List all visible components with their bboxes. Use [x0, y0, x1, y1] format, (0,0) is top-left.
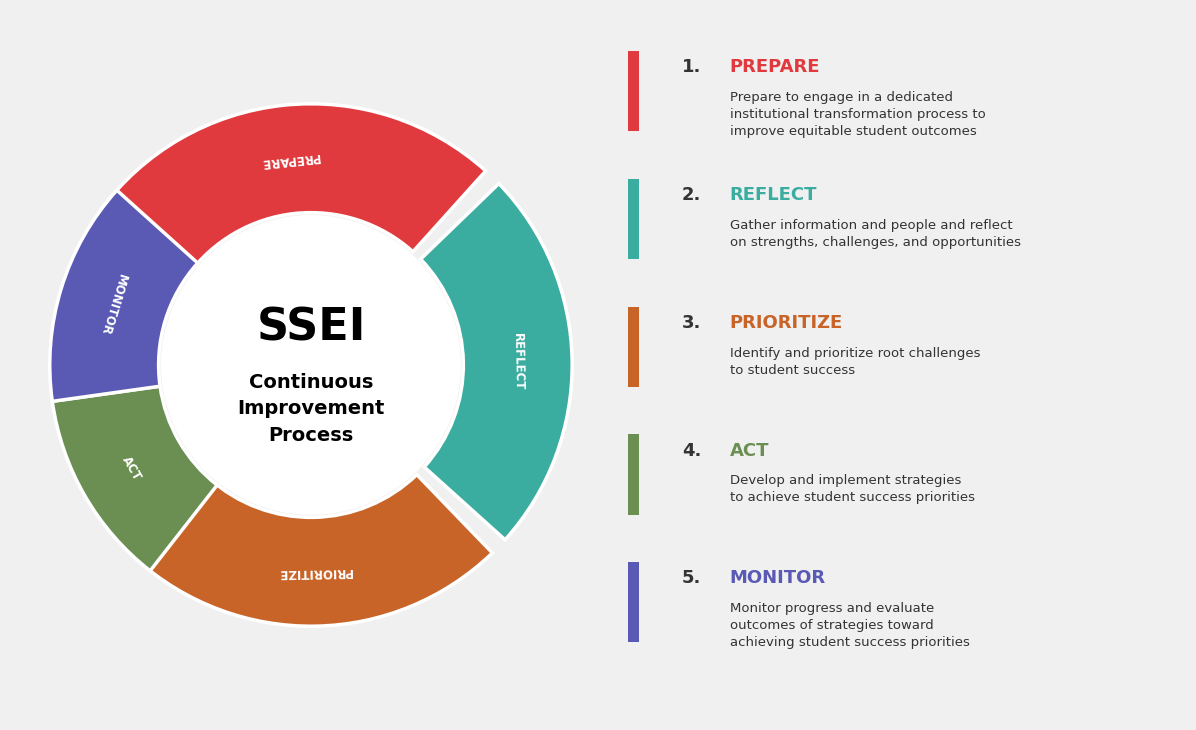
- Wedge shape: [99, 104, 486, 275]
- Text: PRIORITIZE: PRIORITIZE: [277, 564, 352, 579]
- Text: MONITOR: MONITOR: [730, 569, 825, 588]
- Text: Develop and implement strategies
to achieve student success priorities: Develop and implement strategies to achi…: [730, 474, 975, 504]
- Text: 5.: 5.: [682, 569, 701, 588]
- Text: PRIORITIZE: PRIORITIZE: [730, 314, 843, 332]
- FancyBboxPatch shape: [628, 179, 639, 259]
- Text: REFLECT: REFLECT: [511, 333, 525, 391]
- Text: Identify and prioritize root challenges
to student success: Identify and prioritize root challenges …: [730, 347, 980, 377]
- Text: 4.: 4.: [682, 442, 701, 460]
- Text: ACT: ACT: [120, 454, 144, 483]
- Text: PREPARE: PREPARE: [260, 150, 319, 169]
- Wedge shape: [136, 474, 493, 626]
- FancyBboxPatch shape: [628, 562, 639, 642]
- Text: PREPARE: PREPARE: [730, 58, 820, 77]
- Text: Prepare to engage in a dedicated
institutional transformation process to
improve: Prepare to engage in a dedicated institu…: [730, 91, 986, 138]
- Text: ACT: ACT: [730, 442, 769, 460]
- Text: 1.: 1.: [682, 58, 701, 77]
- FancyBboxPatch shape: [628, 307, 639, 387]
- Wedge shape: [421, 183, 572, 539]
- Text: SSEI: SSEI: [256, 306, 366, 349]
- Text: Monitor progress and evaluate
outcomes of strategies toward
achieving student su: Monitor progress and evaluate outcomes o…: [730, 602, 970, 649]
- Wedge shape: [50, 191, 197, 402]
- Text: REFLECT: REFLECT: [730, 186, 817, 204]
- Wedge shape: [53, 386, 218, 571]
- Text: Gather information and people and reflect
on strengths, challenges, and opportun: Gather information and people and reflec…: [730, 219, 1020, 249]
- Text: MONITOR: MONITOR: [98, 272, 129, 337]
- FancyBboxPatch shape: [628, 51, 639, 131]
- Circle shape: [161, 216, 460, 514]
- FancyBboxPatch shape: [628, 434, 639, 515]
- Text: 3.: 3.: [682, 314, 701, 332]
- Text: 2.: 2.: [682, 186, 701, 204]
- Text: Continuous
Improvement
Process: Continuous Improvement Process: [237, 372, 385, 445]
